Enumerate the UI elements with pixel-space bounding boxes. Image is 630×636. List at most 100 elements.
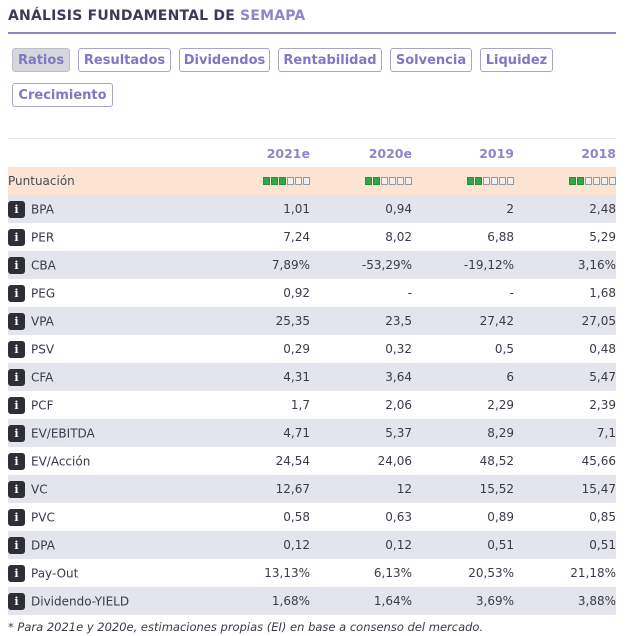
ratio-label: PSV: [31, 342, 55, 356]
ratio-label: EV/Acción: [31, 454, 91, 468]
info-icon[interactable]: i: [8, 396, 25, 414]
ratio-label: CBA: [31, 258, 56, 272]
score-dot-empty: [405, 177, 412, 186]
ratio-label-cell: i VPA: [8, 307, 208, 335]
score-meter: [262, 174, 310, 188]
ratio-value: -: [412, 279, 514, 307]
info-icon[interactable]: i: [8, 340, 25, 358]
ratio-value: 5,37: [310, 419, 412, 447]
table-row: i EV/EBITDA 4,71 5,37 8,29 7,1: [8, 419, 616, 447]
ratios-table: 2021e 2020e 2019 2018 Puntuación i BPA 1,0…: [8, 138, 616, 615]
info-icon[interactable]: i: [8, 508, 25, 526]
tab-ratios[interactable]: Ratios: [12, 48, 70, 72]
score-meter: [466, 174, 514, 188]
ratio-value: 0,51: [412, 531, 514, 559]
ratio-value: 3,64: [310, 363, 412, 391]
table-row: i Pay-Out 13,13% 6,13% 20,53% 21,18%: [8, 559, 616, 587]
ratio-label: VPA: [31, 314, 54, 328]
score-dot-empty: [483, 177, 490, 186]
ratio-label: DPA: [31, 538, 55, 552]
ratio-label-cell: i PVC: [8, 503, 208, 531]
column-header: 2021e: [208, 138, 310, 167]
table-row: i CBA 7,89% -53,29% -19,12% 3,16%: [8, 251, 616, 279]
ratio-value: 1,64%: [310, 587, 412, 615]
score-dot-filled: [365, 177, 372, 186]
ratio-value: 13,13%: [208, 559, 310, 587]
score-cell: [310, 167, 412, 195]
ratio-value: 7,89%: [208, 251, 310, 279]
info-icon[interactable]: i: [8, 284, 25, 302]
ratio-label: Pay-Out: [31, 566, 79, 580]
table-row: i DPA 0,12 0,12 0,51 0,51: [8, 531, 616, 559]
ratio-value: 12: [310, 475, 412, 503]
tab-liquidez[interactable]: Liquidez: [480, 48, 553, 72]
ratio-label-cell: i EV/Acción: [8, 447, 208, 475]
info-icon[interactable]: i: [8, 256, 25, 274]
table-row: i PVC 0,58 0,63 0,89 0,85: [8, 503, 616, 531]
score-dot-empty: [507, 177, 514, 186]
info-icon[interactable]: i: [8, 200, 25, 218]
column-header: 2020e: [310, 138, 412, 167]
info-icon[interactable]: i: [8, 368, 25, 386]
ratio-label-cell: i PSV: [8, 335, 208, 363]
info-icon[interactable]: i: [8, 228, 25, 246]
score-dot-empty: [303, 177, 310, 186]
ratio-label-cell: i DPA: [8, 531, 208, 559]
column-header: 2019: [412, 138, 514, 167]
score-dot-empty: [609, 177, 616, 186]
table-row: i PER 7,24 8,02 6,88 5,29: [8, 223, 616, 251]
score-dot-empty: [491, 177, 498, 186]
ratio-label-cell: i CBA: [8, 251, 208, 279]
ratio-value: 20,53%: [412, 559, 514, 587]
page-title-prefix: ANÁLISIS FUNDAMENTAL DE: [8, 8, 235, 24]
info-icon[interactable]: i: [8, 480, 25, 498]
score-dot-empty: [397, 177, 404, 186]
score-meter: [568, 174, 616, 188]
score-dot-filled: [569, 177, 576, 186]
ratio-value: 0,12: [310, 531, 412, 559]
ratio-label: CFA: [31, 370, 54, 384]
ratio-value: 0,92: [208, 279, 310, 307]
ratio-value: 0,48: [514, 335, 616, 363]
tab-resultados[interactable]: Resultados: [78, 48, 171, 72]
score-dot-empty: [295, 177, 302, 186]
column-header: 2018: [514, 138, 616, 167]
ratio-value: 5,47: [514, 363, 616, 391]
tab-crecimiento[interactable]: Crecimiento: [12, 83, 113, 107]
ratio-value: 7,24: [208, 223, 310, 251]
info-icon[interactable]: i: [8, 564, 25, 582]
ratio-value: 8,29: [412, 419, 514, 447]
ratio-value: 0,94: [310, 195, 412, 223]
ratio-label: EV/EBITDA: [31, 426, 95, 440]
score-label: Puntuación: [8, 174, 75, 188]
tab-dividendos[interactable]: Dividendos: [179, 48, 270, 72]
score-label-cell: Puntuación: [8, 167, 208, 195]
score-dot-filled: [279, 177, 286, 186]
ratio-label-cell: i PEG: [8, 279, 208, 307]
ratio-label: VC: [31, 482, 48, 496]
score-cell: [208, 167, 310, 195]
ratio-value: 0,85: [514, 503, 616, 531]
info-icon[interactable]: i: [8, 424, 25, 442]
table-row: i CFA 4,31 3,64 6 5,47: [8, 363, 616, 391]
ratio-label-cell: i PCF: [8, 391, 208, 419]
score-dot-filled: [373, 177, 380, 186]
ratio-value: 6,88: [412, 223, 514, 251]
info-icon[interactable]: i: [8, 536, 25, 554]
ratio-label-cell: i Dividendo-YIELD: [8, 587, 208, 615]
ratio-value: 5,29: [514, 223, 616, 251]
tab-rentabilidad[interactable]: Rentabilidad: [278, 48, 382, 72]
ratio-value: 3,88%: [514, 587, 616, 615]
ratio-value: 0,5: [412, 335, 514, 363]
table-row: i VPA 25,35 23,5 27,42 27,05: [8, 307, 616, 335]
tab-solvencia[interactable]: Solvencia: [390, 48, 472, 72]
ratio-value: 2,29: [412, 391, 514, 419]
ratio-value: 1,01: [208, 195, 310, 223]
page-title: ANÁLISIS FUNDAMENTAL DE SEMAPA: [8, 8, 305, 24]
ratio-label-cell: i BPA: [8, 195, 208, 223]
info-icon[interactable]: i: [8, 592, 25, 610]
score-dot-filled: [271, 177, 278, 186]
header-blank: [8, 138, 208, 167]
info-icon[interactable]: i: [8, 452, 25, 470]
info-icon[interactable]: i: [8, 312, 25, 330]
